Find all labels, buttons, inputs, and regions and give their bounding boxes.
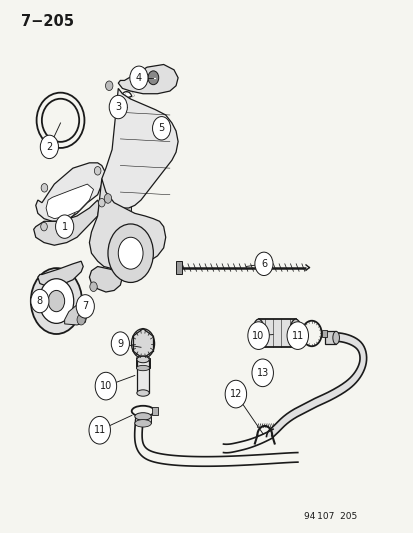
Circle shape xyxy=(98,198,105,207)
Polygon shape xyxy=(38,261,83,287)
Ellipse shape xyxy=(332,332,339,344)
Bar xyxy=(321,330,326,337)
Circle shape xyxy=(254,252,272,276)
Text: 5: 5 xyxy=(158,123,164,133)
Ellipse shape xyxy=(289,319,301,347)
Polygon shape xyxy=(120,92,132,250)
Bar xyxy=(137,360,149,393)
Polygon shape xyxy=(33,200,100,245)
Ellipse shape xyxy=(135,413,151,420)
Bar xyxy=(136,359,149,368)
Text: 10: 10 xyxy=(100,381,112,391)
Text: 4: 4 xyxy=(135,73,142,83)
Circle shape xyxy=(286,322,308,350)
Circle shape xyxy=(225,380,246,408)
Polygon shape xyxy=(135,416,151,423)
Circle shape xyxy=(89,416,110,444)
Text: 7−205: 7−205 xyxy=(21,14,74,29)
Circle shape xyxy=(55,215,74,238)
Circle shape xyxy=(31,289,49,313)
Text: 7: 7 xyxy=(82,301,88,311)
Text: 3: 3 xyxy=(115,102,121,112)
Text: 9: 9 xyxy=(117,338,123,349)
Circle shape xyxy=(77,314,85,325)
Polygon shape xyxy=(89,179,165,269)
Text: 12: 12 xyxy=(229,389,242,399)
Text: 6: 6 xyxy=(260,259,266,269)
Circle shape xyxy=(147,71,158,85)
Polygon shape xyxy=(118,64,178,94)
Bar xyxy=(324,332,335,344)
Circle shape xyxy=(31,268,82,334)
Circle shape xyxy=(131,329,154,359)
Polygon shape xyxy=(89,266,122,292)
Circle shape xyxy=(105,81,113,91)
Bar xyxy=(258,319,295,347)
Circle shape xyxy=(90,282,97,292)
Circle shape xyxy=(247,322,268,350)
Circle shape xyxy=(252,359,273,386)
Text: 11: 11 xyxy=(291,330,303,341)
Text: 2: 2 xyxy=(46,142,52,152)
Circle shape xyxy=(76,295,94,318)
Text: 94 107  205: 94 107 205 xyxy=(304,512,356,521)
Polygon shape xyxy=(36,163,106,221)
Ellipse shape xyxy=(137,357,149,363)
Circle shape xyxy=(39,279,74,324)
Text: 1: 1 xyxy=(62,222,68,232)
Circle shape xyxy=(111,332,129,356)
Polygon shape xyxy=(64,305,87,325)
Polygon shape xyxy=(102,88,178,208)
Circle shape xyxy=(152,117,170,140)
Circle shape xyxy=(130,66,147,90)
Polygon shape xyxy=(266,333,366,438)
Text: 10: 10 xyxy=(252,330,264,341)
Circle shape xyxy=(108,224,153,282)
Circle shape xyxy=(109,95,127,119)
Text: 11: 11 xyxy=(93,425,106,435)
Text: 8: 8 xyxy=(37,296,43,306)
Circle shape xyxy=(48,290,64,312)
Ellipse shape xyxy=(135,419,151,427)
Circle shape xyxy=(95,372,116,400)
Polygon shape xyxy=(46,184,93,219)
Circle shape xyxy=(41,183,47,192)
Polygon shape xyxy=(176,261,182,274)
Circle shape xyxy=(40,222,47,231)
Ellipse shape xyxy=(137,390,149,396)
Text: 13: 13 xyxy=(256,368,268,378)
Circle shape xyxy=(118,237,143,269)
Ellipse shape xyxy=(136,356,149,361)
Ellipse shape xyxy=(136,366,149,370)
Bar xyxy=(152,407,157,415)
Circle shape xyxy=(40,135,58,159)
Circle shape xyxy=(104,193,112,203)
Circle shape xyxy=(94,166,101,175)
Ellipse shape xyxy=(252,319,264,347)
